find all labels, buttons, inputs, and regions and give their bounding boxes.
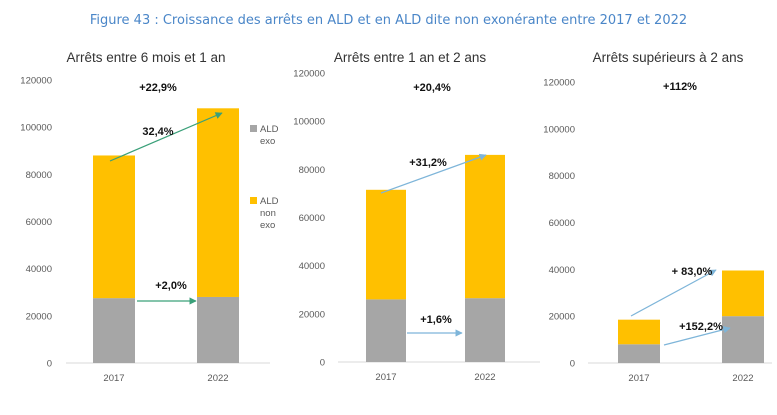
panel-3-xtick-label: 2022 xyxy=(732,373,753,384)
panel-1-ytick-label: 120000 xyxy=(20,76,52,87)
panel-1-ytick-label: 20000 xyxy=(26,311,52,322)
panel-2-growth-label: +31,2% xyxy=(409,157,447,169)
panel-2-bar-2017-ald-exo xyxy=(366,299,406,362)
panel-1-bar-2017-ald-exo xyxy=(93,298,135,363)
panel-1-xtick-label: 2022 xyxy=(207,373,228,384)
legend-label: exo xyxy=(260,136,275,147)
panel-1-growth-arrow xyxy=(109,112,223,162)
panel-3-ytick-label: 20000 xyxy=(549,312,575,323)
panel-3-ytick-label: 0 xyxy=(570,359,575,370)
panel-2-ytick-label: 60000 xyxy=(299,213,325,224)
legend-label: non xyxy=(260,208,276,219)
panel-2-bar-2022-ald-non-exo xyxy=(465,154,505,299)
panel-1-ytick-label: 100000 xyxy=(20,123,52,134)
panel-3-ytick-label: 120000 xyxy=(543,78,575,89)
panel-1-ytick-label: 40000 xyxy=(26,264,52,275)
panel-1-bar-2022-ald-exo xyxy=(197,296,239,363)
panel-1-title: Arrêts entre 6 mois et 1 an xyxy=(66,50,225,65)
panel-2-ytick-label: 0 xyxy=(320,358,325,369)
panel-2-xtick-label: 2022 xyxy=(474,372,495,383)
panel-3-total-growth-label: +112% xyxy=(663,81,697,93)
panel-1-total-growth-label: +22,9% xyxy=(139,82,177,94)
figure-caption: Figure 43 : Croissance des arrêts en ALD… xyxy=(89,13,688,28)
panel-2-total-growth-label: +20,4% xyxy=(413,82,451,94)
panel-3-ytick-label: 100000 xyxy=(543,124,575,135)
panel-3-bar-2017-ald-non-exo xyxy=(618,319,660,345)
panel-3-growth-label: + 83,0% xyxy=(672,266,713,278)
panel-2-growth-label: +1,6% xyxy=(420,314,452,326)
legend-label: exo xyxy=(260,220,275,231)
panel-1-bar-2022-ald-non-exo xyxy=(197,108,239,297)
panel-3-bar-2022-ald-non-exo xyxy=(722,270,764,317)
panel-1-growth-label: 32,4% xyxy=(142,126,173,138)
panel-2-ytick-label: 80000 xyxy=(299,165,325,176)
panel-2-bar-2017-ald-non-exo xyxy=(366,189,406,300)
panel-3-ytick-label: 60000 xyxy=(549,218,575,229)
panel-3-growth-arrow xyxy=(663,326,731,346)
legend-swatch-ald-exo xyxy=(250,125,257,132)
panel-1-xtick-label: 2017 xyxy=(103,373,124,384)
panel-2-title: Arrêts entre 1 an et 2 ans xyxy=(334,50,487,65)
panel-1-bar-2017-ald-non-exo xyxy=(93,155,135,299)
panel-1-ytick-label: 80000 xyxy=(26,170,52,181)
panel-3-xtick-label: 2017 xyxy=(628,373,649,384)
panel-1-ytick-label: 0 xyxy=(47,359,52,370)
panel-2-ytick-label: 40000 xyxy=(299,261,325,272)
panel-3-bar-2022-ald-exo xyxy=(722,316,764,363)
panel-2-bar-2022-ald-exo xyxy=(465,298,505,362)
panel-2-ytick-label: 20000 xyxy=(299,309,325,320)
legend-label: ALD xyxy=(260,196,279,207)
legend-swatch-ald-non-exo xyxy=(250,197,257,204)
panel-2-growth-arrow xyxy=(380,153,487,194)
panel-3-growth-arrow xyxy=(630,269,717,317)
panel-1-ytick-label: 60000 xyxy=(26,217,52,228)
panel-1-growth-label: +2,0% xyxy=(155,280,187,292)
panel-3-ytick-label: 40000 xyxy=(549,265,575,276)
panel-2-ytick-label: 100000 xyxy=(293,117,325,128)
panel-3-bar-2017-ald-exo xyxy=(618,344,660,363)
panel-2-xtick-label: 2017 xyxy=(375,372,396,383)
panel-2-ytick-label: 120000 xyxy=(293,69,325,80)
panel-3-growth-label: +152,2% xyxy=(679,321,723,333)
panel-3-ytick-label: 80000 xyxy=(549,171,575,182)
legend-label: ALD xyxy=(260,124,279,135)
panel-3-title: Arrêts supérieurs à 2 ans xyxy=(593,50,744,65)
